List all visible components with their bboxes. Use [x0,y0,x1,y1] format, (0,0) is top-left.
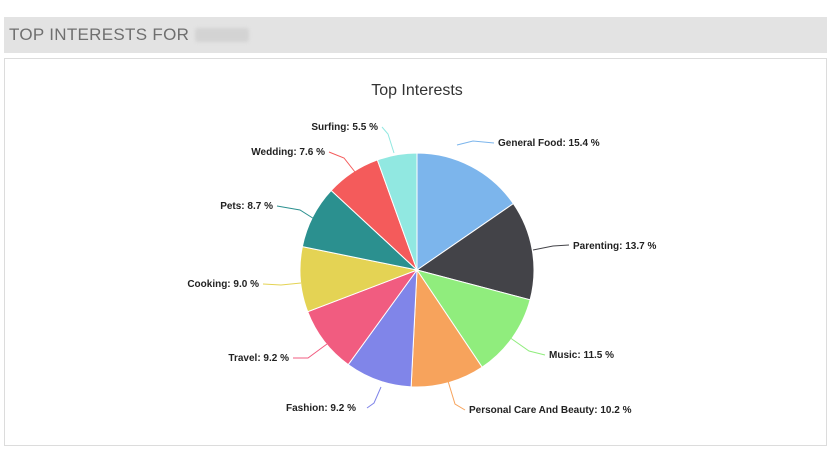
page-title: TOP INTERESTS FOR [9,25,190,44]
slice-label: Wedding: 7.6 % [251,147,325,158]
pie-slice-general-food[interactable] [416,152,515,271]
label-connector [508,336,546,356]
label-connector [262,282,302,286]
label-connector [328,151,356,173]
label-connectors [262,126,570,411]
label-connector [293,343,328,359]
pie-slice-music[interactable] [415,269,531,368]
chart-title: Top Interests [371,82,463,99]
slice-label: Music: 11.5 % [549,350,614,361]
slice-label: Surfing: 5.5 % [311,122,378,133]
chart-panel: Top Interests General Food: 15.4 % Parent… [4,58,827,446]
slice-label: Pets: 8.7 % [220,201,273,212]
slice-label: General Food: 15.4 % [498,138,600,149]
slice-label: Parenting: 13.7 % [573,241,656,252]
label-connector [381,126,395,154]
pie-chart: Top Interests General Food: 15.4 % Parent… [187,82,656,416]
slice-label: Fashion: 9.2 % [286,403,356,414]
redacted-name [195,28,250,42]
label-connector [276,205,320,223]
label-connector [366,386,382,409]
label-connector [532,244,570,251]
label-connector [456,140,495,146]
label-connector [447,380,466,411]
slice-label: Cooking: 9.0 % [187,279,259,290]
pie-slices [299,152,535,388]
slice-label: Travel: 9.2 % [228,353,289,364]
header-bar: TOP INTERESTS FOR [4,17,827,53]
slice-label: Personal Care And Beauty: 10.2 % [469,405,632,416]
pie-slice-surfing[interactable] [376,152,418,271]
slice-labels: General Food: 15.4 % Parenting: 13.7 % Mus… [187,122,656,416]
pie-slice-parenting[interactable] [415,202,535,301]
